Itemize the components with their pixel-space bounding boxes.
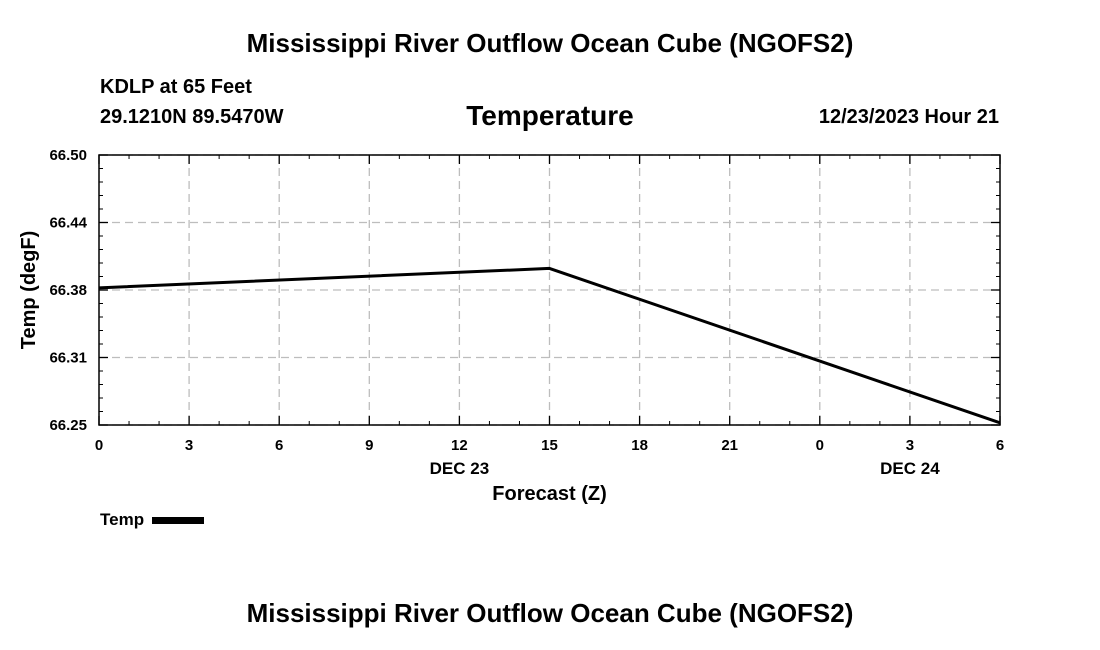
y-tick-label: 66.38 [49,282,87,299]
series-layer [98,266,1001,425]
x-tick-label: 18 [631,437,648,454]
x-tick-label: 6 [275,437,283,454]
date-label: DEC 23 [430,459,490,478]
x-axis-label: Forecast (Z) [492,483,606,505]
tick-layer [98,154,1001,426]
x-tick-label: 15 [541,437,558,454]
x-tick-label: 6 [996,437,1004,454]
x-tick-label: 0 [95,437,103,454]
date-label: DEC 24 [880,459,940,478]
y-tick-label: 66.44 [49,215,87,232]
y-tick-label: 66.31 [49,350,87,367]
legend-label-temp: Temp [100,510,145,529]
x-tick-label: 0 [816,437,824,454]
x-tick-label: 3 [185,437,193,454]
footer-title: Mississippi River Outflow Ocean Cube (NG… [246,598,854,628]
x-tick-label: 3 [906,437,914,454]
station-coordinates: 29.1210N 89.5470W [100,106,284,128]
x-tick-label: 21 [721,437,738,454]
y-axis-label: Temp (degF) [18,231,40,350]
y-tick-label: 66.50 [49,147,87,164]
legend-swatch-temp [152,516,205,524]
x-tick-label: 12 [451,437,468,454]
chart-main-title: Mississippi River Outflow Ocean Cube (NG… [246,28,854,58]
label-layer: Forecast (Z) Temp (degF) 0 3 6 9 12 15 18 21 0 3 6… [18,147,1004,505]
legend: Temp [100,510,205,530]
x-tick-label: 9 [365,437,373,454]
grid-layer [99,154,1000,426]
station-label: KDLP at 65 Feet [100,76,252,98]
y-tick-label: 66.25 [49,417,87,434]
forecast-datetime: 12/23/2023 Hour 21 [818,106,999,128]
parameter-title: Temperature [466,100,634,131]
